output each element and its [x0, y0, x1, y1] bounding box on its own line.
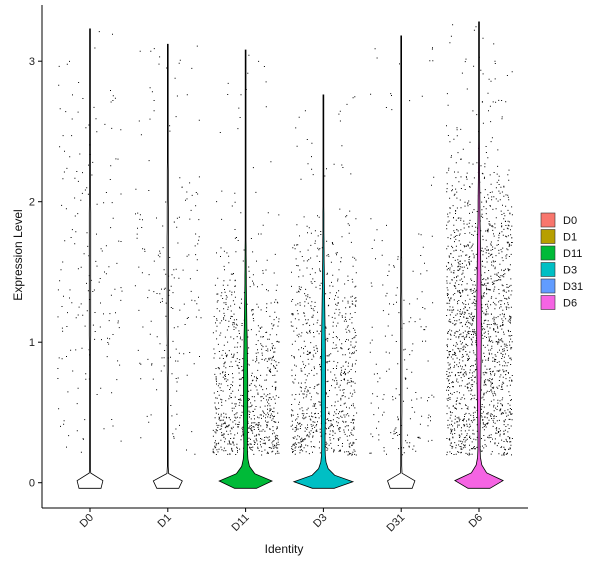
violin-d3 [292, 94, 355, 489]
legend-label-d11: D11 [563, 248, 582, 260]
x-tick-label-d11: D11 [230, 512, 252, 534]
legend-label-d31: D31 [563, 281, 583, 293]
x-tick-label-d31: D31 [385, 512, 408, 535]
jitter-point-cloud [212, 54, 280, 456]
y-ticks: 0 1 2 3 [29, 56, 42, 490]
y-axis-title: Expression Level [11, 209, 25, 300]
legend-label-d6: D6 [563, 298, 577, 310]
points-d11 [212, 54, 280, 456]
violin-d6 [454, 21, 504, 489]
y-tick-label: 1 [29, 337, 35, 349]
y-tick-label: 2 [29, 197, 35, 209]
jitter-points [57, 24, 513, 456]
legend-swatch-d1 [540, 229, 556, 244]
violin-d0 [76, 28, 104, 489]
legend-label-d3: D3 [563, 265, 577, 277]
x-ticks: D0 D1 D11 D3 D31 D6 [78, 508, 485, 534]
x-axis-title: Identity [265, 542, 304, 556]
legend-label-d1: D1 [563, 232, 577, 244]
violin-d31 [387, 35, 416, 489]
y-tick-label: 0 [29, 478, 35, 490]
jitter-point-cloud [446, 24, 513, 456]
legend-label-d0: D0 [563, 215, 577, 227]
axes [41, 5, 528, 509]
y-tick-label: 3 [29, 56, 35, 68]
legend-swatch-d11 [540, 245, 556, 261]
violin-d1 [152, 43, 183, 489]
legend-swatch-d6 [540, 295, 556, 310]
points-d6 [446, 24, 513, 456]
x-tick-label-d3: D3 [311, 512, 329, 530]
legend-swatch-d3 [540, 262, 556, 277]
x-tick-label-d0: D0 [78, 512, 96, 530]
legend-swatch-d31 [540, 278, 556, 294]
x-tick-label-d1: D1 [155, 512, 173, 530]
violin-d11 [218, 49, 273, 489]
violins [76, 21, 504, 489]
legend: D0 D1 D11 D3 D31 D6 [540, 212, 583, 310]
x-tick-label-d6: D6 [467, 512, 485, 530]
legend-swatch-d0 [540, 212, 556, 228]
